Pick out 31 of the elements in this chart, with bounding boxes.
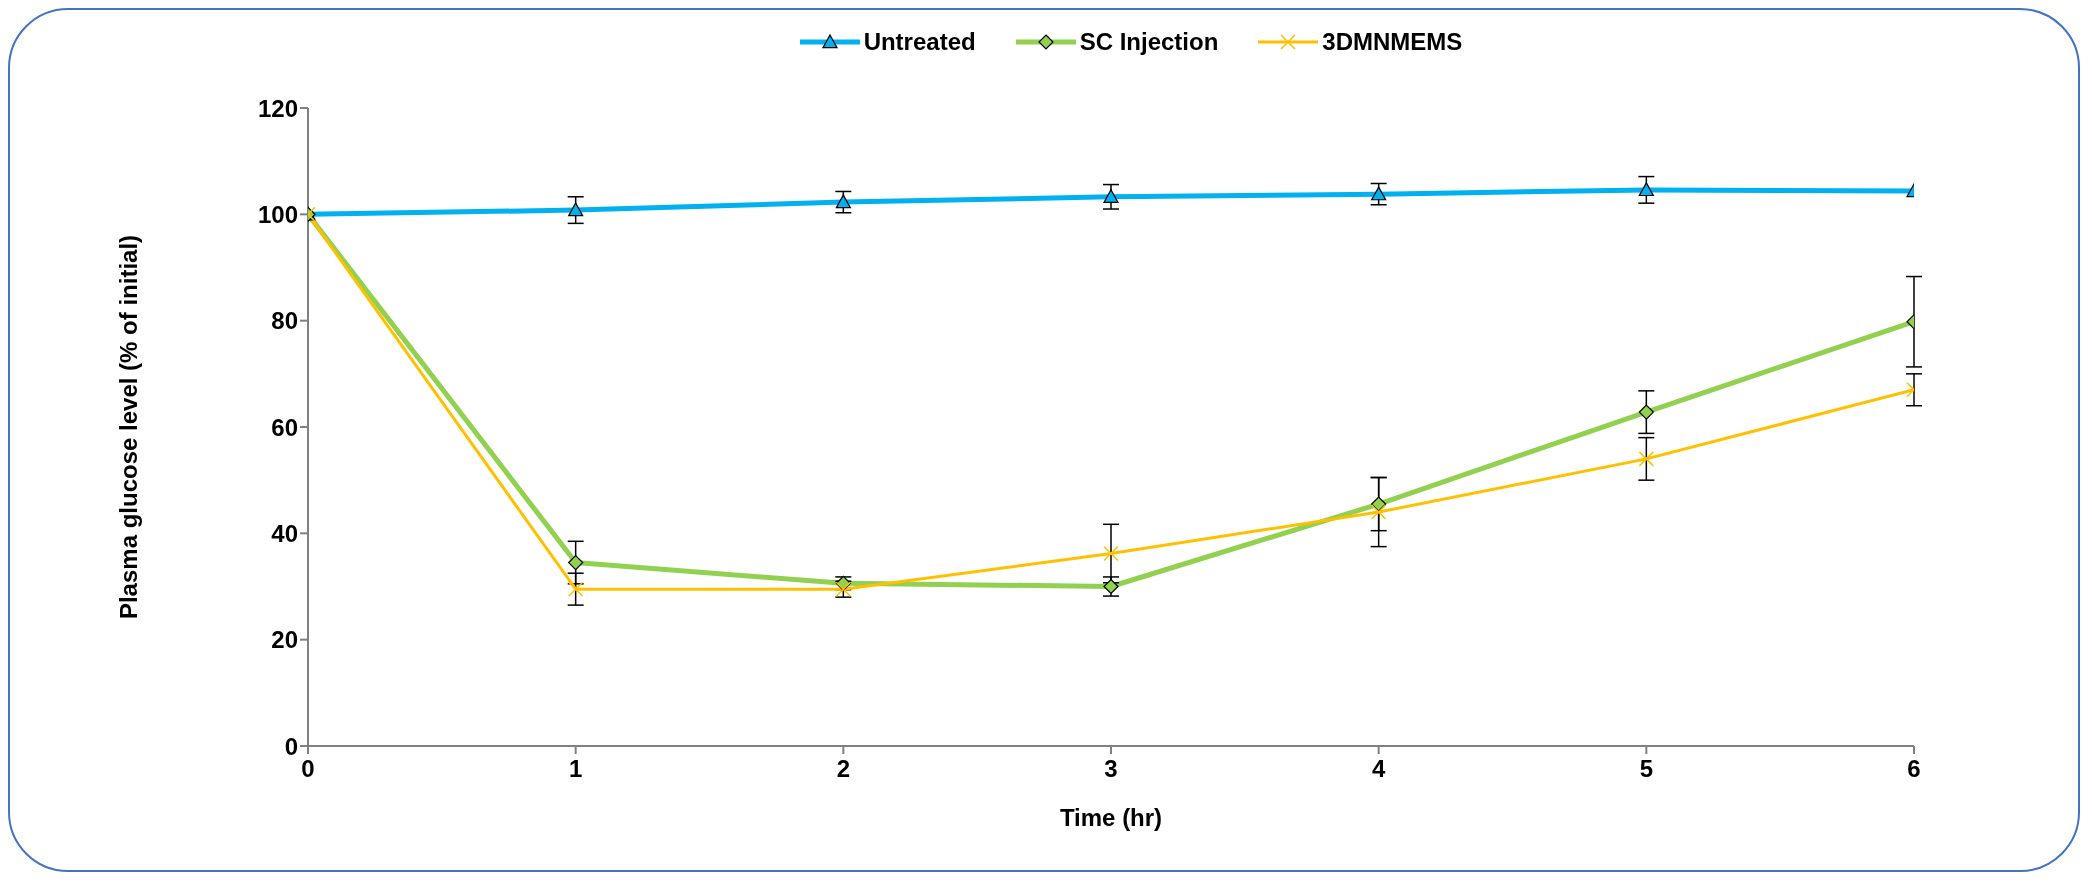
point (1103, 189, 1119, 203)
point (1638, 451, 1655, 467)
y-tick-label: 40 (271, 519, 298, 547)
legend-label: SC Injection (1079, 28, 1219, 56)
x-tick-label: 6 (1907, 755, 1921, 783)
point (568, 202, 584, 217)
point (1371, 496, 1387, 512)
legend-label: Untreated (863, 28, 976, 56)
x-axis-title: Time (hr) (1059, 804, 1163, 831)
point (567, 581, 584, 597)
x-tick-label: 3 (1104, 755, 1118, 783)
legend-label: 3DMNMEMS (1322, 28, 1463, 56)
x-tick-label: 2 (836, 755, 851, 783)
point (1370, 504, 1387, 520)
point (1103, 545, 1119, 562)
point (1638, 404, 1654, 420)
x-tick-label: 4 (1371, 755, 1386, 783)
x-tick-label: 5 (1639, 755, 1654, 783)
y-tick-label: 0 (284, 732, 298, 760)
y-tick-label: 60 (271, 413, 298, 441)
y-tick-label: 20 (271, 626, 298, 654)
y-tick-label: 100 (257, 200, 298, 228)
y-tick-label: 120 (257, 94, 298, 122)
x-tick-label: 0 (301, 755, 315, 783)
x-tick-label: 1 (568, 755, 583, 783)
point (835, 194, 851, 209)
point (568, 554, 584, 571)
y-tick-label: 80 (271, 307, 298, 335)
y-axis-title: Plasma glucose level (% of initial) (114, 234, 142, 620)
point (1638, 182, 1654, 197)
point (1371, 186, 1387, 201)
